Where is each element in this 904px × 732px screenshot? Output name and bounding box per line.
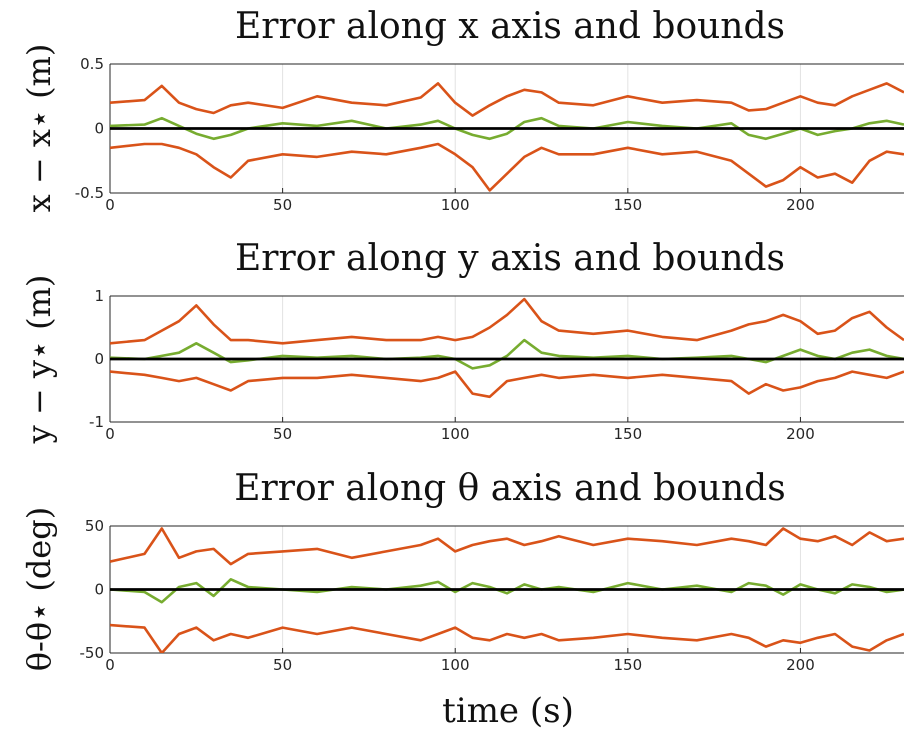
time-axis-label: time (s) [442,691,574,731]
y-panel-title: Error along y axis and bounds [235,238,785,279]
x-tick-label: 100 [441,425,470,443]
y-tick-label: -0.5 [75,184,104,202]
theta-error-panel: Error along θ axis and bounds θ-θ⋆ (deg)… [20,468,904,674]
x-tick-label: 0 [105,656,115,674]
lower-bound-line [110,370,904,399]
upper-bound-line [110,297,904,345]
upper-bound-line [110,82,904,117]
theta-panel-ylabel: θ-θ⋆ (deg) [20,507,58,671]
y-tick-label: 0 [94,350,104,368]
y-tick-label: 0 [94,120,104,138]
x-tick-label: 50 [273,425,292,443]
x-tick-label: 200 [786,196,815,214]
lower-bound-line [110,623,904,653]
x-tick-label: 150 [614,196,643,214]
x-panel-title: Error along x axis and bounds [235,6,785,47]
x-tick-label: 150 [614,425,643,443]
x-tick-label: 150 [614,656,643,674]
x-tick-label: 200 [786,656,815,674]
x-tick-label: 100 [441,196,470,214]
x-tick-label: 50 [273,196,292,214]
y-tick-label: 1 [94,287,104,305]
y-panel-ylabel: y − y⋆ (m) [20,275,58,445]
y-tick-label: -1 [89,413,104,431]
x-tick-label: 200 [786,425,815,443]
upper-bound-line [110,527,904,566]
y-tick-label: 0 [94,581,104,599]
lower-bound-line [110,142,904,192]
x-tick-label: 0 [105,196,115,214]
y-tick-label: 50 [85,517,104,535]
theta-panel-title: Error along θ axis and bounds [234,468,785,509]
x-tick-label: 0 [105,425,115,443]
y-error-panel: Error along y axis and bounds y − y⋆ (m)… [20,238,904,444]
x-tick-label: 100 [441,656,470,674]
x-error-panel: Error along x axis and bounds x − x⋆ (m)… [20,6,904,214]
y-tick-label: -50 [80,644,105,662]
y-tick-label: 0.5 [80,55,104,73]
x-panel-ylabel: x − x⋆ (m) [20,44,58,213]
x-tick-label: 50 [273,656,292,674]
error-line [110,338,904,370]
